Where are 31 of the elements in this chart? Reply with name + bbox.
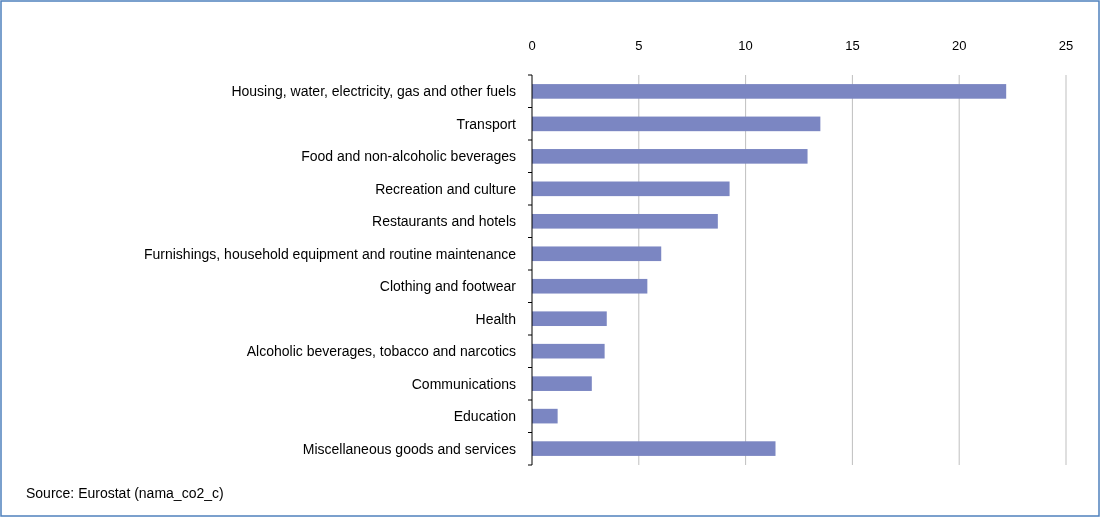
bar — [532, 343, 605, 359]
x-tick-label: 10 — [738, 38, 753, 53]
y-tick-label: Education — [453, 408, 516, 425]
y-tick-label: Transport — [456, 115, 517, 132]
bar — [532, 149, 808, 164]
y-tick-label: Restaurants and hotels — [372, 213, 516, 230]
x-tick-label: 25 — [1058, 38, 1074, 53]
bar — [532, 441, 776, 456]
bar — [532, 376, 592, 391]
bar — [532, 84, 1007, 99]
y-tick-label: Alcoholic beverages, tobacco and narcotics — [246, 343, 516, 360]
x-tick-label: 20 — [951, 38, 967, 53]
bar — [532, 311, 607, 327]
y-tick-label: Clothing and footwear — [379, 278, 517, 295]
bar — [532, 213, 718, 229]
y-tick-label: Food and non-alcoholic beverages — [301, 148, 516, 165]
y-tick-label: Furnishings, household equipment and routine maintenance — [143, 245, 517, 262]
y-tick-label: Recreation and culture — [375, 180, 517, 197]
x-tick-label: 15 — [845, 38, 860, 53]
y-tick-label: Miscellaneous goods and services — [302, 440, 516, 457]
y-tick-label: Health — [475, 310, 516, 327]
x-tick-label: 0 — [528, 38, 536, 53]
y-tick-label: Housing, water, electricity, gas and other fuels — [231, 83, 516, 100]
source-note: Source: Eurostat (nama_co2_c) — [26, 485, 224, 501]
bar — [532, 181, 730, 197]
x-tick-label: 5 — [635, 38, 643, 53]
bar — [532, 116, 821, 132]
bar — [532, 408, 558, 424]
y-tick-label: Communications — [411, 375, 516, 392]
bar — [532, 246, 662, 262]
bar — [532, 278, 648, 294]
